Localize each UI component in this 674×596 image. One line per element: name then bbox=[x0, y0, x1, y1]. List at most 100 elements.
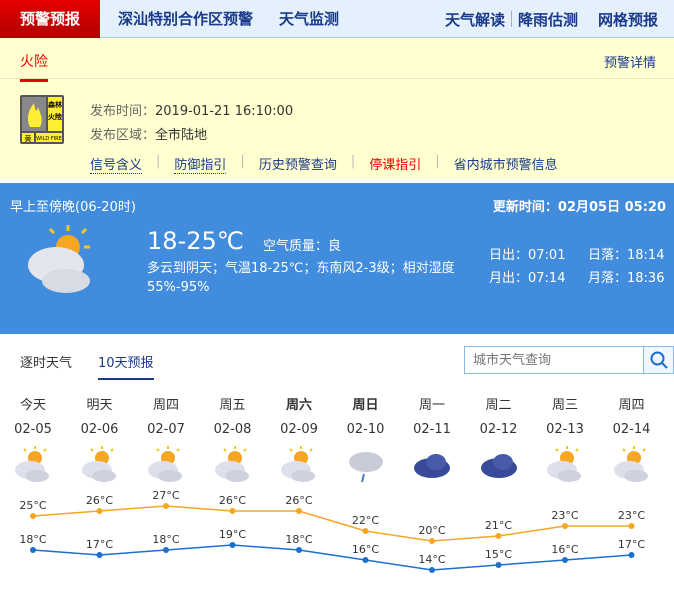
partly-cloudy-icon bbox=[28, 225, 90, 293]
low-temp-label: 14°C bbox=[418, 553, 445, 566]
partly-cloudy-icon bbox=[15, 446, 49, 482]
publish-area: 全市陆地 bbox=[155, 128, 208, 143]
high-temp-label: 23°C bbox=[618, 509, 645, 522]
day-label: 今天 bbox=[19, 398, 46, 413]
high-temp-point bbox=[429, 538, 435, 544]
high-temp-point bbox=[628, 523, 635, 529]
weather-desc: 多云到阴天；气温18-25℃；东南风2-3级；相对湿度55%-95% bbox=[147, 261, 455, 295]
day-date: 02-13 bbox=[546, 422, 584, 437]
day-date: 02-09 bbox=[280, 422, 318, 437]
search-icon bbox=[650, 351, 668, 369]
day-date: 02-08 bbox=[213, 422, 252, 437]
nav-monitor[interactable]: 天气监测 bbox=[279, 10, 340, 28]
top-nav: 预警预报 深汕特别合作区预警 天气监测 天气解读 降雨估测 网格预报 bbox=[0, 0, 674, 38]
warning-detail-link[interactable]: 预警详情 bbox=[603, 56, 656, 71]
high-temp-point bbox=[229, 508, 236, 514]
high-temp-label: 27°C bbox=[152, 489, 179, 502]
day-label: 周四 bbox=[618, 398, 645, 413]
partly-cloudy-icon bbox=[547, 446, 581, 482]
low-temp-point bbox=[163, 547, 169, 553]
low-temp-label: 19°C bbox=[219, 528, 246, 541]
moonrise: 月出：07:14 bbox=[489, 271, 566, 286]
search-input[interactable] bbox=[465, 347, 643, 373]
wildfire-signal-icon: 黄 WILD FIRE bbox=[20, 95, 64, 144]
link-class-suspension[interactable]: 停课指引 bbox=[369, 158, 422, 173]
partly-cloudy-icon bbox=[613, 446, 648, 482]
high-temp-label: 23°C bbox=[551, 509, 578, 522]
low-temp-point bbox=[429, 567, 435, 573]
low-temp-point bbox=[495, 562, 502, 568]
high-temp-point bbox=[562, 523, 568, 529]
day-label: 周六 bbox=[285, 398, 312, 413]
high-temp-point bbox=[163, 503, 169, 509]
warning-panel: 火险 预警详情 黄 WILD FIRE 森林火险 发布时间：2019-01-21… bbox=[0, 38, 674, 179]
day-date: 02-06 bbox=[80, 422, 119, 437]
high-temp-point bbox=[96, 508, 103, 514]
link-signal-meaning[interactable]: 信号含义 bbox=[90, 154, 143, 174]
city-search bbox=[464, 346, 674, 374]
search-button[interactable] bbox=[643, 347, 673, 373]
day-label: 周三 bbox=[551, 398, 578, 413]
signal-level: 黄 bbox=[25, 134, 32, 143]
low-temp-label: 17°C bbox=[86, 538, 113, 551]
update-time: 更新时间：02月05日 05:20 bbox=[492, 200, 666, 215]
day-label: 周二 bbox=[485, 398, 512, 413]
day-label: 周四 bbox=[152, 398, 179, 413]
low-temp-label: 17°C bbox=[618, 538, 645, 551]
sunset: 日落：18:14 bbox=[588, 248, 665, 263]
rain-icon bbox=[348, 452, 383, 483]
low-temp-label: 18°C bbox=[152, 533, 179, 546]
link-province-warnings[interactable]: 省内城市预警信息 bbox=[453, 158, 558, 173]
high-temp-label: 26°C bbox=[219, 494, 246, 507]
temp-range: 18-25℃ bbox=[147, 227, 244, 255]
low-temp-point bbox=[362, 557, 369, 563]
day-label: 周一 bbox=[418, 398, 445, 413]
low-temp-point bbox=[628, 552, 635, 558]
area-label: 发布区域： bbox=[90, 128, 156, 143]
nav-shenshan[interactable]: 深汕特别合作区预警 bbox=[118, 10, 254, 28]
nav-rain[interactable]: 降雨估测 bbox=[517, 10, 578, 29]
tab-hourly[interactable]: 逐时天气 bbox=[20, 356, 73, 371]
high-temp-point bbox=[296, 508, 302, 514]
day-date: 02-05 bbox=[14, 422, 52, 437]
high-temp-point bbox=[495, 533, 502, 539]
sunrise: 日出：07:01 bbox=[489, 248, 566, 263]
partly-cloudy-icon bbox=[81, 446, 116, 482]
tab-fire[interactable]: 火险 bbox=[20, 51, 48, 82]
high-temp-label: 22°C bbox=[352, 514, 379, 527]
high-temp-label: 26°C bbox=[86, 494, 113, 507]
high-temp-label: 20°C bbox=[418, 524, 445, 537]
low-temp-point bbox=[229, 542, 236, 548]
low-temp-label: 18°C bbox=[285, 533, 312, 546]
high-temp-label: 21°C bbox=[485, 519, 512, 532]
low-temp-point bbox=[30, 547, 36, 553]
today-weather-panel: 早上至傍晚(06-20时) 更新时间：02月05日 05:20 18-25℃ 空… bbox=[0, 183, 674, 334]
low-temp-label: 18°C bbox=[19, 533, 46, 546]
nav-warning-forecast[interactable]: 预警预报 bbox=[0, 0, 100, 38]
link-history[interactable]: 历史预警查询 bbox=[258, 158, 337, 173]
overcast-icon bbox=[414, 454, 450, 478]
divider bbox=[510, 11, 512, 27]
low-temp-point bbox=[562, 557, 568, 563]
day-label: 明天 bbox=[86, 398, 113, 413]
low-temp-point bbox=[96, 552, 103, 558]
day-date: 02-11 bbox=[413, 422, 451, 437]
day-date: 02-12 bbox=[479, 422, 518, 437]
time-label: 发布时间： bbox=[90, 104, 156, 119]
link-defense-guide[interactable]: 防御指引 bbox=[174, 154, 227, 174]
period: 早上至傍晚(06-20时) bbox=[10, 200, 136, 215]
nav-grid[interactable]: 网格预报 bbox=[597, 10, 658, 29]
tab-10day[interactable]: 10天预报 bbox=[98, 352, 154, 380]
low-temp-line bbox=[32, 544, 632, 571]
day-label: 周日 bbox=[352, 398, 379, 413]
day-date: 02-14 bbox=[612, 422, 651, 437]
high-temp-label: 25°C bbox=[19, 499, 46, 512]
high-temp-label: 26°C bbox=[285, 494, 312, 507]
temperature-chart: 25°C 26°C 27°C 26°C 26°C 22°C 20°C 21°C 23°C 23°C… bbox=[19, 489, 645, 573]
partly-cloudy-icon bbox=[148, 446, 182, 482]
day-date: 02-10 bbox=[346, 422, 385, 437]
partly-cloudy-icon bbox=[214, 446, 249, 482]
signal-en: WILD FIRE bbox=[36, 136, 62, 142]
nav-interpret[interactable]: 天气解读 bbox=[444, 10, 505, 29]
overcast-icon bbox=[480, 454, 517, 478]
